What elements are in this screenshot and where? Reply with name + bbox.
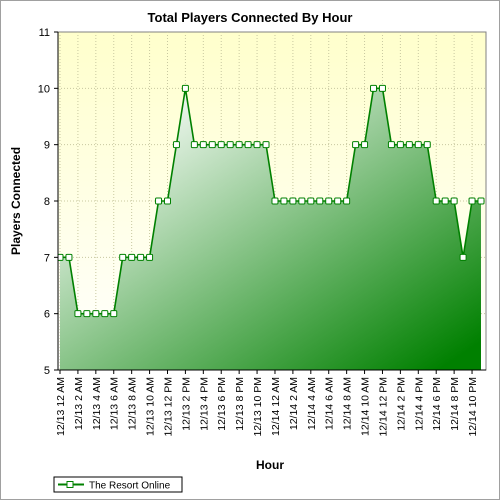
x-tick-label: 12/13 8 PM xyxy=(234,377,246,431)
data-point xyxy=(307,197,315,205)
y-tick-label: 10 xyxy=(38,83,50,95)
data-point xyxy=(101,310,109,318)
data-point xyxy=(172,141,180,149)
area-layer xyxy=(58,84,485,370)
data-point xyxy=(163,197,171,205)
data-point xyxy=(74,310,82,318)
data-point xyxy=(325,197,333,205)
data-point xyxy=(352,141,360,149)
data-point xyxy=(146,253,154,261)
data-point xyxy=(289,197,297,205)
x-tick-label: 12/13 6 PM xyxy=(216,377,228,431)
x-tick-label: 12/13 4 AM xyxy=(91,377,103,430)
x-tick-label: 12/14 6 AM xyxy=(324,377,336,430)
x-tick-label: 12/14 4 AM xyxy=(306,377,318,430)
data-point xyxy=(298,197,306,205)
x-tick-label: 12/14 6 PM xyxy=(431,377,443,431)
data-point xyxy=(271,197,279,205)
data-point xyxy=(92,310,100,318)
series-area xyxy=(60,88,481,370)
data-point xyxy=(280,197,288,205)
data-point xyxy=(208,141,216,149)
x-tick-label: 12/13 2 PM xyxy=(180,377,192,431)
legend-marker-swatch xyxy=(66,481,74,488)
data-point xyxy=(110,310,118,318)
data-point xyxy=(361,141,369,149)
data-point xyxy=(334,197,342,205)
data-point xyxy=(119,253,127,261)
x-tick-label: 12/14 10 PM xyxy=(467,377,479,437)
data-point xyxy=(65,253,73,261)
data-point xyxy=(441,197,449,205)
y-tick-label: 8 xyxy=(44,196,50,208)
x-tick-label: 12/14 2 PM xyxy=(395,377,407,431)
x-tick-label: 12/13 6 AM xyxy=(109,377,121,430)
y-axis: 5 6 7 8 9 10 11 xyxy=(38,27,59,377)
data-point xyxy=(190,141,198,149)
x-tick-label: 12/13 10 AM xyxy=(145,377,157,436)
y-tick-label: 5 xyxy=(44,365,50,377)
data-point xyxy=(459,253,467,261)
data-point xyxy=(155,197,163,205)
data-point xyxy=(405,141,413,149)
data-point xyxy=(423,141,431,149)
data-point xyxy=(226,141,234,149)
data-point xyxy=(244,141,252,149)
data-point xyxy=(343,197,351,205)
data-point xyxy=(199,141,207,149)
data-point xyxy=(253,141,261,149)
data-point xyxy=(387,141,395,149)
x-axis-label: Hour xyxy=(256,458,284,472)
data-point xyxy=(128,253,136,261)
x-tick-label: 12/14 2 AM xyxy=(288,377,300,430)
x-tick-label: 12/13 10 PM xyxy=(252,377,264,437)
data-point xyxy=(181,84,189,92)
data-point xyxy=(396,141,404,149)
data-point xyxy=(137,253,145,261)
x-tick-label: 12/14 8 PM xyxy=(449,377,461,431)
legend: The Resort Online xyxy=(53,476,183,493)
data-point xyxy=(450,197,458,205)
legend-series-name: The Resort Online xyxy=(89,481,171,492)
x-tick-label: 12/14 12 PM xyxy=(377,377,389,437)
y-tick-label: 6 xyxy=(44,309,50,321)
x-tick-label: 12/13 8 AM xyxy=(127,377,139,430)
data-point xyxy=(83,310,91,318)
x-tick-label: 12/13 12 PM xyxy=(162,377,174,437)
y-tick-label: 7 xyxy=(44,252,50,264)
x-tick-label: 12/13 2 AM xyxy=(73,377,85,430)
chart-title: Total Players Connected By Hour xyxy=(148,10,353,25)
x-tick-label: 12/13 12 AM xyxy=(55,377,67,436)
y-axis-label: Players Connected xyxy=(9,147,23,255)
data-point xyxy=(316,197,324,205)
data-point xyxy=(235,141,243,149)
x-tick-label: 12/14 4 PM xyxy=(413,377,425,431)
x-tick-label: 12/13 4 PM xyxy=(198,377,210,431)
data-point xyxy=(58,253,64,261)
data-point xyxy=(217,141,225,149)
x-tick-label: 12/14 10 AM xyxy=(360,377,372,436)
x-tick-label: 12/14 12 AM xyxy=(270,377,282,436)
y-tick-label: 11 xyxy=(39,27,50,39)
x-tick-label: 12/14 8 AM xyxy=(342,377,354,430)
data-point xyxy=(378,84,386,92)
data-point xyxy=(262,141,270,149)
x-axis: 12/13 12 AM 12/13 2 AM 12/13 4 AM 12/13 6 A… xyxy=(55,369,486,437)
legend-box xyxy=(53,476,183,493)
data-point xyxy=(468,197,476,205)
data-point xyxy=(370,84,378,92)
y-tick-label: 9 xyxy=(44,140,50,152)
data-point xyxy=(432,197,440,205)
data-point xyxy=(414,141,422,149)
data-point xyxy=(477,197,485,205)
